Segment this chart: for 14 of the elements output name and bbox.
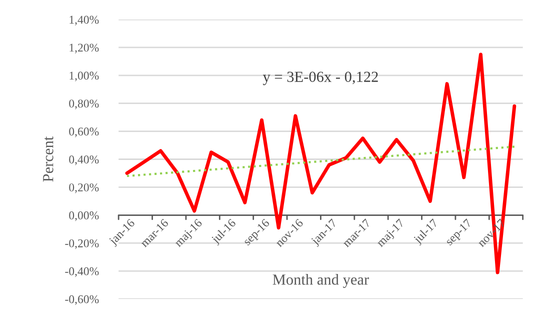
x-axis-title: Month and year <box>272 274 369 288</box>
annotation: y = 3E-06x - 0,122 <box>262 72 378 86</box>
y-tick-label: -0,60% <box>65 295 99 305</box>
y-tick-label: 0,40% <box>69 155 99 166</box>
y-tick-label: 1,40% <box>70 16 99 26</box>
y-tick-label: -0,40% <box>65 267 99 277</box>
y-tick-label: 0,20% <box>69 183 99 194</box>
y-axis-title: Percent <box>43 136 54 182</box>
y-tick-label: 1,00% <box>70 72 99 82</box>
y-tick-label: 0,60% <box>69 128 99 138</box>
y-tick-label: -0,20% <box>65 239 99 250</box>
y-tick-label: 0,00% <box>69 211 99 222</box>
y-tick-label: 0,80% <box>69 100 99 110</box>
y-tick-label: 1,20% <box>70 44 99 54</box>
